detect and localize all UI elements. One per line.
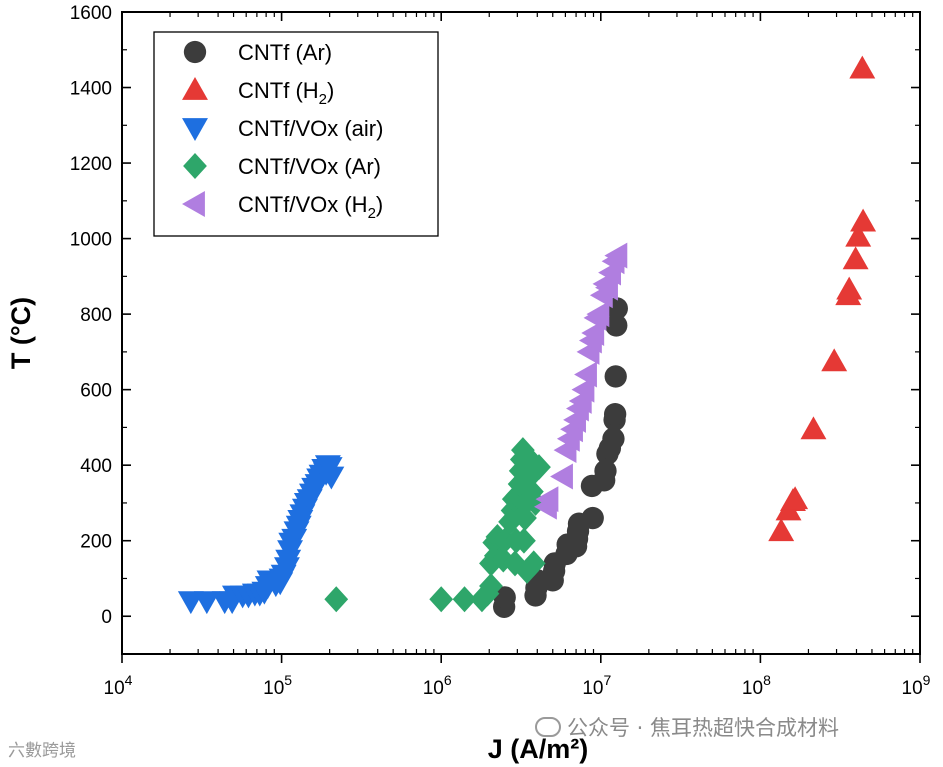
data-point — [845, 223, 872, 247]
legend-marker — [182, 118, 208, 141]
data-point — [515, 557, 539, 584]
wechat-icon — [535, 717, 561, 737]
data-point — [318, 466, 345, 490]
y-tick-label: 1600 — [70, 3, 112, 24]
x-tick-label: 106 — [423, 672, 452, 699]
y-tick-label: 1000 — [70, 230, 112, 251]
x-tick-label: 104 — [104, 672, 133, 699]
legend-label: CNTf/VOx (Ar) — [238, 154, 381, 179]
data-point — [429, 586, 454, 613]
series-3 — [324, 437, 551, 613]
data-point — [479, 573, 503, 599]
legend-marker — [182, 191, 205, 217]
data-point — [603, 403, 627, 426]
data-point — [842, 246, 869, 270]
data-point — [849, 55, 876, 79]
data-point — [836, 276, 863, 300]
data-point — [604, 242, 628, 269]
legend-label: CNTf (Ar) — [238, 40, 332, 65]
data-point — [521, 550, 546, 577]
watermark-left-text: 六數跨境 — [8, 741, 76, 761]
data-point — [513, 505, 537, 532]
legend-marker — [182, 77, 208, 100]
x-axis-title: J (A/m²) — [488, 734, 589, 764]
y-tick-label: 800 — [80, 305, 112, 326]
x-tick-label: 107 — [582, 672, 611, 699]
data-point — [493, 586, 516, 609]
series-0 — [492, 297, 628, 618]
legend-marker — [183, 40, 207, 64]
y-tick-label: 400 — [80, 456, 112, 477]
data-point — [527, 454, 551, 481]
data-point — [574, 361, 597, 388]
axes-frame — [121, 11, 921, 655]
x-tick-label: 105 — [263, 672, 292, 699]
watermark-left: 六數跨境 — [8, 736, 76, 761]
data-point — [324, 586, 349, 613]
data-markers — [177, 55, 877, 618]
data-point — [511, 437, 535, 464]
series-2 — [177, 455, 345, 615]
data-point — [452, 586, 477, 613]
x-axis: 104 105 106 107 108 109 — [104, 12, 931, 699]
x-tick-label: 109 — [902, 672, 931, 699]
data-point — [782, 486, 809, 510]
data-point — [512, 527, 536, 554]
data-point — [571, 376, 595, 403]
data-point — [535, 486, 559, 513]
data-point — [581, 506, 604, 530]
data-point — [605, 314, 628, 337]
legend-label: CNTf/VOx (H2) — [238, 192, 383, 222]
data-point — [604, 365, 627, 388]
data-point — [503, 550, 527, 577]
data-point — [595, 274, 618, 301]
data-point — [850, 208, 877, 232]
data-point — [821, 348, 848, 372]
series-1 — [768, 55, 877, 542]
y-tick-label: 0 — [101, 607, 112, 628]
legend-marker — [183, 153, 207, 179]
y-axis-title: T (°C) — [6, 297, 36, 369]
watermark-right-text: 公众号 · 焦耳热超快合成材料 — [567, 716, 840, 740]
legend: CNTf (Ar) CNTf (H2) CNTf/VOx (air) CNTf/VOx… — [153, 31, 439, 237]
legend-label: CNTf (H2) — [238, 78, 334, 108]
data-point — [550, 463, 573, 490]
data-point — [193, 591, 220, 615]
data-point — [581, 320, 605, 346]
x-tick-label: 108 — [742, 672, 771, 699]
data-point — [586, 301, 610, 328]
data-point — [800, 416, 827, 440]
data-point — [275, 549, 302, 573]
watermark-right: 公众号 · 焦耳热超快合成材料 — [535, 712, 839, 742]
plot-frame — [121, 11, 921, 655]
y-tick-label: 1200 — [70, 154, 112, 175]
legend-label: CNTf/VOx (air) — [238, 116, 383, 141]
data-point — [594, 459, 617, 483]
series-4 — [534, 242, 628, 520]
y-tick-label: 200 — [80, 532, 112, 553]
y-axis: 0 200 400 600 800 1000 1200 1400 1600 — [70, 3, 920, 655]
data-point — [768, 518, 795, 542]
y-tick-label: 1400 — [70, 79, 112, 100]
data-point — [602, 427, 625, 450]
y-tick-label: 600 — [80, 381, 112, 402]
